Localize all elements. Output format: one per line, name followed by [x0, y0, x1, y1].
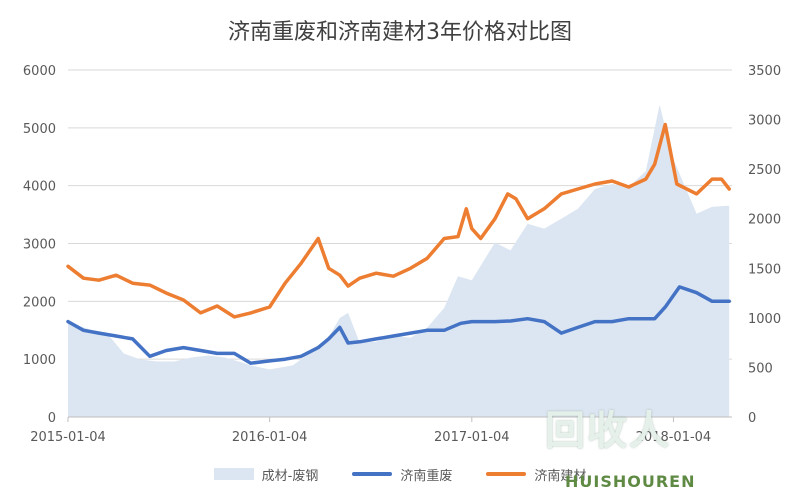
- right-tick-label: 3000: [748, 114, 781, 129]
- right-tick-label: 1500: [748, 262, 781, 277]
- right-tick-label: 1000: [748, 312, 781, 327]
- legend-swatch-orange: [486, 472, 526, 476]
- left-tick-label: 4000: [23, 180, 56, 195]
- left-tick-label: 2000: [23, 295, 56, 310]
- legend-swatch-area: [214, 468, 254, 480]
- right-tick-label: 0: [748, 411, 756, 426]
- watermark-logo-mark: 回收人: [545, 398, 671, 456]
- right-tick-label: 500: [748, 361, 773, 376]
- left-tick-label: 5000: [23, 122, 56, 137]
- right-tick-label: 2500: [748, 163, 781, 178]
- left-tick-label: 6000: [23, 64, 56, 79]
- x-tick-label: 2015-01-04: [30, 430, 106, 445]
- area-series-fill: [68, 105, 729, 417]
- x-tick-label: 2017-01-04: [434, 430, 510, 445]
- watermark-logo: 回收人 HUISHOUREN: [545, 398, 725, 494]
- left-tick-label: 0: [48, 411, 56, 426]
- watermark-text: HUISHOUREN: [565, 472, 695, 491]
- x-tick-label: 2016-01-04: [232, 430, 308, 445]
- legend-swatch-blue: [352, 472, 392, 476]
- right-tick-label: 3500: [748, 64, 781, 79]
- legend-item-area[interactable]: 成材-废钢: [214, 465, 319, 484]
- left-tick-label: 1000: [23, 353, 56, 368]
- area-series: [68, 105, 729, 417]
- left-tick-label: 3000: [23, 238, 56, 253]
- legend-label-area: 成材-废钢: [262, 465, 319, 484]
- legend-item-blue[interactable]: 济南重废: [352, 465, 452, 484]
- right-tick-label: 2000: [748, 213, 781, 228]
- legend-label-blue: 济南重废: [400, 465, 452, 484]
